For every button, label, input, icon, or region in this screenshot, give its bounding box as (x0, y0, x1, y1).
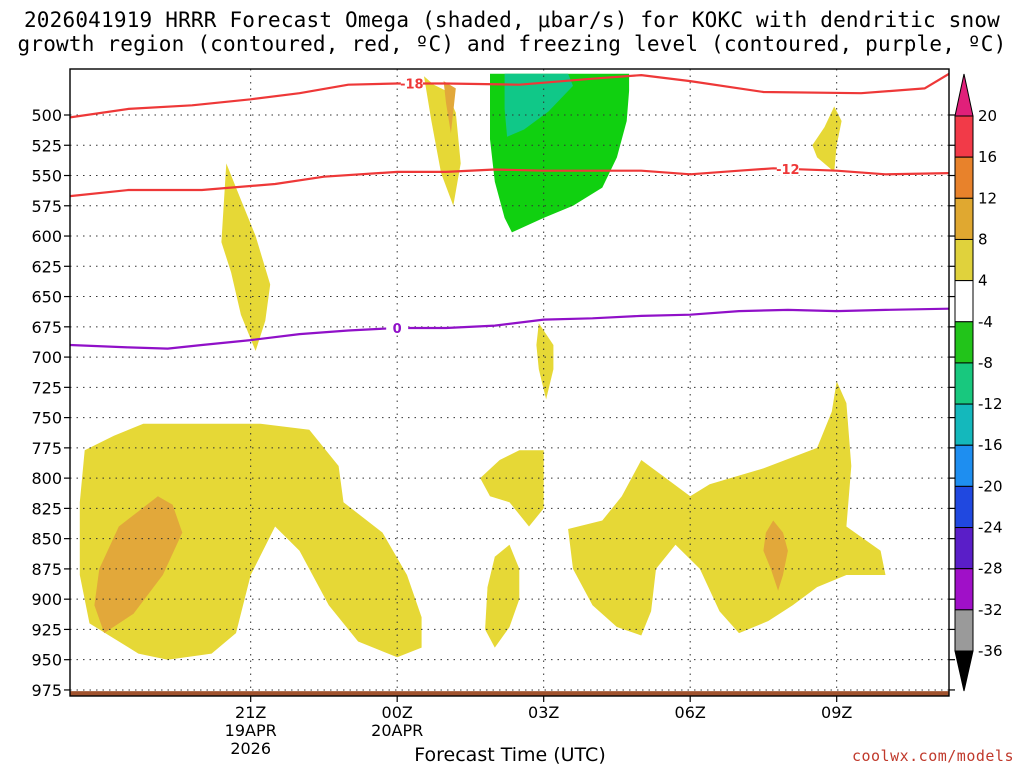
x-tick-label-09Z: 09Z (821, 703, 852, 722)
red-contour-1-label-bg (776, 160, 799, 176)
omega-region-3 (424, 76, 461, 206)
y-tick-label-950: 950 (31, 651, 62, 670)
colorbar-box-0 (954, 115, 974, 158)
x-tick-sublabel-00Z: 20APR (371, 721, 423, 740)
y-tick-label-775: 775 (31, 439, 62, 458)
y-tick-label-800: 800 (31, 469, 62, 488)
y-tick-label-875: 875 (31, 560, 62, 579)
plot-frame (69, 68, 950, 697)
y-tick-label-900: 900 (31, 590, 62, 609)
colorbar-box-8 (954, 444, 974, 487)
colorbar-box-1 (954, 156, 974, 199)
colorbar-box-7 (954, 403, 974, 446)
colorbar-label-8: -16 (978, 436, 1003, 454)
omega-region-6 (480, 450, 544, 527)
omega-region-5 (536, 323, 554, 400)
omega-region-10 (812, 106, 842, 172)
omega-shading (79, 73, 886, 660)
y-tick-label-725: 725 (31, 378, 62, 397)
y-tick-label-625: 625 (31, 257, 62, 276)
y-tick-label-550: 550 (31, 167, 62, 186)
colorbar-box-10 (954, 527, 974, 570)
colorbar-label-0: 20 (978, 107, 997, 125)
credit-text: coolwx.com/models (851, 747, 1014, 765)
y-tick-label-600: 600 (31, 227, 62, 246)
colorbar: 20 16 12 8 4 -4 -8 -12 -16 -20 -24 -28 -32 -36 (954, 73, 1003, 692)
chart-title-line-1: 2026041919 HRRR Forecast Omega (shaded, … (23, 8, 1001, 32)
x-axis-label: Forecast Time (UTC) (414, 744, 606, 766)
colorbar-label-4: 4 (978, 272, 988, 290)
y-tick-label-650: 650 (31, 288, 62, 307)
omega-region-9 (763, 520, 788, 591)
colorbar-bottom-arrow (954, 650, 974, 692)
x-tick-label-21Z: 21Z (235, 703, 266, 722)
colorbar-label-9: -20 (978, 477, 1003, 495)
colorbar-box-12 (954, 609, 974, 652)
y-tick-label-825: 825 (31, 499, 62, 518)
ground-fill (70, 691, 949, 696)
colorbar-label-3: 8 (978, 230, 988, 248)
y-tick-label-575: 575 (31, 197, 62, 216)
x-tick-year-21Z: 2026 (230, 739, 271, 758)
colorbar-box-2 (954, 197, 974, 240)
colorbar-box-3 (954, 238, 974, 282)
chart-title-line-2: growth region (contoured, red, ºC) and f… (17, 32, 1007, 56)
y-tick-label-750: 750 (31, 409, 62, 428)
y-tick-label-700: 700 (31, 348, 62, 367)
x-tick-label-00Z: 00Z (382, 703, 413, 722)
x-tick-label-06Z: 06Z (675, 703, 706, 722)
x-tick-label-03Z: 03Z (528, 703, 559, 722)
y-axis: 500 525 550 575 600 625 650 675 700 725 750 775 800 8… (31, 106, 955, 700)
y-tick-label-500: 500 (31, 106, 62, 125)
red-contour-1-label: -12 (776, 163, 800, 178)
temperature-contours: -18 -12 0 (70, 72, 949, 350)
ground-layer (70, 691, 949, 696)
colorbar-label-2: 12 (978, 189, 997, 207)
colorbar-box-11 (954, 568, 974, 611)
omega-region-12 (504, 73, 573, 137)
colorbar-label-10: -24 (978, 519, 1003, 537)
colorbar-label-12: -32 (978, 601, 1003, 619)
colorbar-box-5 (954, 321, 974, 364)
red-contour-0-label-bg (400, 75, 423, 91)
colorbar-label-6: -8 (978, 354, 993, 372)
colorbar-label-1: 16 (978, 148, 997, 166)
freezing-level-contour-0-label: 0 (393, 322, 402, 337)
colorbar-box-6 (954, 362, 974, 405)
colorbar-label-5: -4 (978, 313, 993, 331)
red-contour-0-label: -18 (400, 78, 424, 93)
omega-region-7 (485, 544, 520, 648)
y-tick-label-525: 525 (31, 136, 62, 155)
y-tick-label-675: 675 (31, 318, 62, 337)
red-contour-0 (70, 72, 949, 119)
freezing-level-contour-0-label-bg (386, 320, 409, 336)
omega-region-4 (443, 81, 456, 134)
y-tick-label-850: 850 (31, 530, 62, 549)
colorbar-label-13: -36 (978, 642, 1003, 660)
x-tick-sublabel-21Z: 19APR (225, 721, 277, 740)
y-tick-label-975: 975 (31, 681, 62, 700)
colorbar-top-arrow (954, 73, 974, 117)
y-tick-label-925: 925 (31, 620, 62, 639)
omega-region-0 (79, 423, 422, 660)
colorbar-box-9 (954, 485, 974, 529)
omega-region-2 (221, 163, 271, 351)
colorbar-label-7: -12 (978, 395, 1003, 413)
freezing-level-contour-0 (70, 307, 949, 350)
colorbar-box-4 (954, 280, 974, 323)
colorbar-label-11: -28 (978, 560, 1003, 578)
